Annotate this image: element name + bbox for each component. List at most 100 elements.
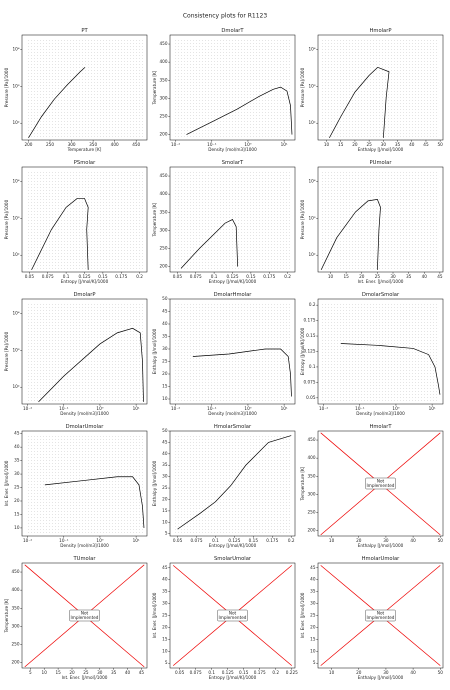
- x-tick-label: 0.075: [42, 274, 54, 279]
- y-tick-label: 0.075: [304, 379, 316, 384]
- y-tick-label: 30: [162, 601, 168, 606]
- plot-frame: [169, 430, 296, 537]
- y-tick-label: 10: [162, 519, 168, 524]
- data-layer: [329, 66, 390, 139]
- x-tick-label: 10⁻¹: [59, 538, 69, 543]
- y-axis-label: Pressure [Pa]/1000: [4, 331, 9, 371]
- series-line: [320, 198, 381, 271]
- subplot-title: SmolarUmolar: [214, 556, 252, 562]
- y-tick-label: 30: [162, 474, 168, 479]
- x-tick-label: 5: [29, 670, 32, 675]
- y-axis-label: Pressure [Pa]/1000: [4, 199, 9, 239]
- y-tick-label: 35: [162, 462, 168, 467]
- y-tick-label: 300: [12, 623, 20, 628]
- y-tick-label: 35: [310, 589, 316, 594]
- grid-texture: [26, 38, 143, 137]
- subplot: 0.05 0.075 0.1 0.125 0.15 0.175 0.2 10² 10³ 10⁴ PS…: [4, 160, 148, 284]
- x-tick-label: 0.075: [190, 670, 202, 675]
- plot-frame: [21, 430, 148, 537]
- x-tick-label: 10⁻²: [171, 406, 181, 411]
- y-tick-label: 5: [313, 660, 316, 665]
- y-tick-label: 200: [160, 264, 168, 269]
- subplot-title: HmolarT: [369, 424, 392, 430]
- y-tick-label: 15: [162, 508, 168, 513]
- x-tick-label: 30: [381, 142, 387, 147]
- data-layer: [340, 343, 441, 395]
- subplot: 10⁻² 10⁻¹ 10⁰ 10¹ 10 15 20 25 30 35 40 45 50 DmolarHm…: [152, 292, 296, 416]
- y-tick-label: 10⁴: [12, 179, 19, 184]
- y-tick-label: 15: [310, 636, 316, 641]
- x-tick-label: 0.225: [286, 670, 298, 675]
- y-tick-label: 10: [310, 648, 316, 653]
- y-tick-label: 35: [162, 334, 168, 339]
- y-tick-label: 450: [160, 173, 168, 178]
- plot-frame: [21, 562, 148, 669]
- y-tick-label: 400: [160, 191, 168, 196]
- x-tick-label: 0.15: [98, 274, 108, 279]
- y-tick-label: 350: [160, 209, 168, 214]
- y-tick-label: 10⁴: [12, 311, 19, 316]
- x-tick-label: 10: [329, 670, 335, 675]
- y-tick-label: 0.125: [304, 349, 316, 354]
- x-axis-label: Temperature [K]: [67, 147, 102, 152]
- y-tick-label: 300: [160, 227, 168, 232]
- y-tick-label: 350: [160, 77, 168, 82]
- x-tick-label: 350: [89, 142, 97, 147]
- subplot-title: TUmolar: [73, 556, 97, 562]
- x-tick-label: 10⁰: [244, 406, 251, 411]
- x-tick-label: 0.2: [288, 538, 295, 543]
- annotation-box: [69, 609, 100, 622]
- y-tick-label: 45: [162, 439, 168, 444]
- y-tick-label: 250: [160, 113, 168, 118]
- data-layer: [44, 476, 145, 528]
- y-tick-label: 200: [308, 528, 316, 533]
- x-tick-label: 10: [328, 274, 334, 279]
- y-tick-label: 450: [12, 569, 20, 574]
- y-tick-label: 5: [165, 531, 168, 536]
- x-tick-label: 10⁻¹: [59, 406, 69, 411]
- y-axis-label: Pressure [Pa]/1000: [300, 67, 305, 107]
- data-layer: [28, 67, 86, 139]
- x-tick-label: 0.15: [246, 274, 256, 279]
- x-tick-label: 10¹: [133, 406, 140, 411]
- y-axis-label: Int. Ener. [J/mol]/1000: [4, 460, 9, 506]
- annotation-box: [365, 477, 396, 490]
- series-line: [192, 348, 292, 397]
- y-axis-label: Temperature [K]: [152, 202, 157, 237]
- x-tick-label: 10⁻¹: [207, 142, 217, 147]
- y-tick-label: 10²: [308, 252, 315, 257]
- series-line: [340, 343, 441, 395]
- x-axis-label: Entropy [J/mol/K]/1000: [209, 543, 257, 548]
- x-tick-label: 50: [438, 538, 444, 543]
- y-tick-label: 350: [12, 605, 20, 610]
- x-axis-label: Entropy [J/mol/K]/1000: [209, 675, 257, 680]
- annotation-text: Not: [377, 478, 385, 483]
- y-tick-label: 10: [14, 525, 20, 530]
- y-tick-label: 250: [308, 509, 316, 514]
- subplot: 10 20 30 40 50 5 10 15 20 25 30 35 40 45 HmolarUmolar E…: [300, 556, 443, 680]
- y-axis-label: Temperature [K]: [300, 466, 305, 501]
- subplot: 10⁻² 10⁻¹ 10⁰ 10¹ 200 250 300 350 400 450 DmolarT D…: [152, 28, 296, 152]
- y-tick-label: 10³: [308, 215, 315, 220]
- y-axis-label: Enthalpy [J/mol]/1000: [152, 460, 157, 506]
- x-tick-label: 0.1: [63, 274, 70, 279]
- y-tick-label: 20: [162, 496, 168, 501]
- y-tick-label: 450: [160, 41, 168, 46]
- x-tick-label: 10⁰: [392, 406, 399, 411]
- y-tick-label: 400: [12, 587, 20, 592]
- subplot-title: PT: [81, 28, 88, 34]
- data-layer: [192, 348, 292, 397]
- grid-texture: [26, 302, 143, 401]
- x-tick-label: 40: [409, 142, 415, 147]
- x-tick-label: 20: [352, 142, 358, 147]
- y-tick-label: 400: [160, 59, 168, 64]
- y-axis-label: Enthalpy [J/mol]/1000: [152, 328, 157, 374]
- x-tick-label: 35: [111, 670, 117, 675]
- x-tick-label: 10⁻¹: [207, 406, 217, 411]
- x-tick-label: 10⁻²: [23, 406, 33, 411]
- y-tick-label: 10²: [12, 384, 19, 389]
- x-axis-label: Int. Ener. [J/mol]/1000: [62, 675, 108, 680]
- y-tick-label: 400: [308, 455, 316, 460]
- x-axis-label: Enthalpy [J/mol]/1000: [358, 543, 404, 548]
- y-tick-label: 20: [310, 624, 316, 629]
